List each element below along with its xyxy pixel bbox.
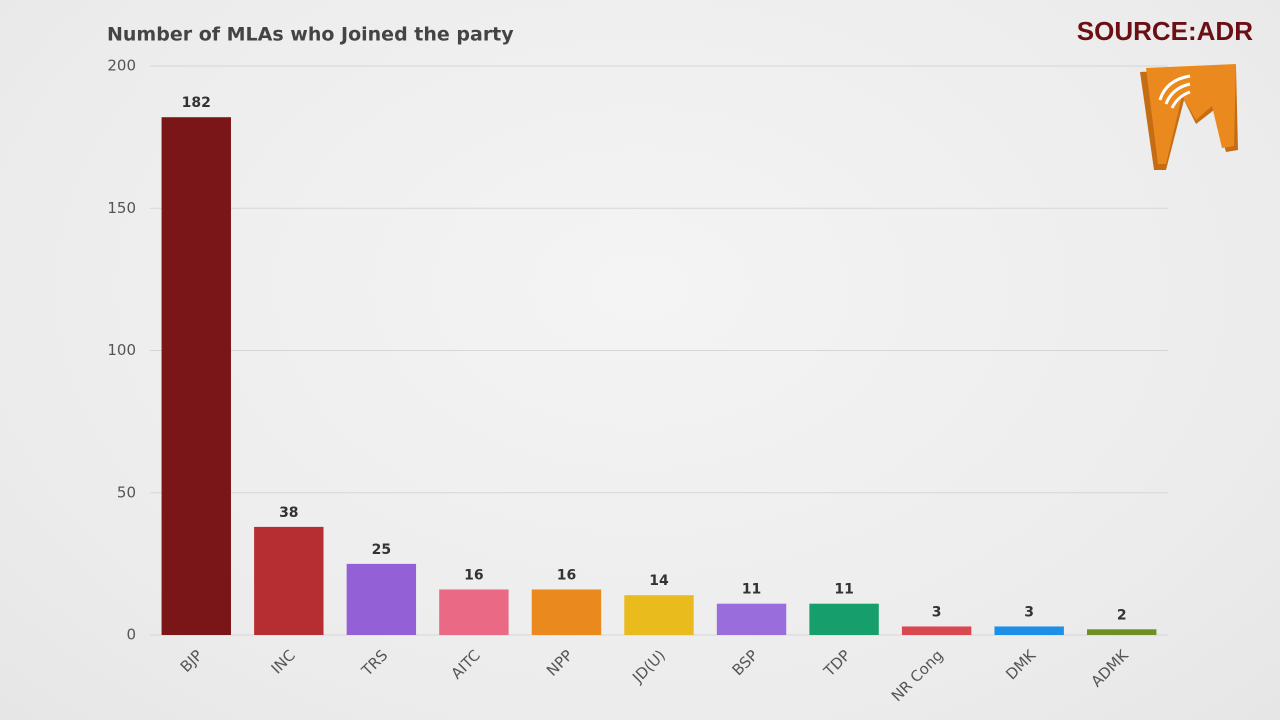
value-label: 11 bbox=[742, 582, 761, 598]
value-label: 38 bbox=[279, 505, 298, 521]
bar bbox=[531, 589, 602, 635]
x-tick-label: TRS bbox=[357, 646, 391, 680]
value-label: 16 bbox=[557, 567, 576, 583]
y-tick-label: 200 bbox=[107, 57, 136, 75]
value-label: 3 bbox=[932, 604, 942, 620]
y-tick-label: 0 bbox=[126, 626, 136, 644]
value-label: 182 bbox=[182, 95, 211, 111]
value-label: 3 bbox=[1024, 604, 1034, 620]
value-label: 11 bbox=[834, 582, 853, 598]
x-tick-label: NR Cong bbox=[888, 646, 947, 705]
bar bbox=[439, 589, 509, 635]
x-tick-label: AITC bbox=[448, 646, 484, 682]
value-label: 2 bbox=[1117, 607, 1127, 623]
bar bbox=[254, 526, 324, 635]
x-tick-label: BJP bbox=[177, 646, 207, 676]
y-tick-label: 100 bbox=[107, 341, 136, 359]
y-tick-label: 150 bbox=[107, 199, 136, 217]
value-label: 14 bbox=[649, 573, 669, 589]
x-tick-label: INC bbox=[268, 646, 299, 677]
x-tick-label: DMK bbox=[1002, 645, 1040, 683]
x-tick-label: NPP bbox=[543, 646, 576, 679]
bar bbox=[161, 117, 231, 635]
y-tick-label: 50 bbox=[117, 483, 136, 501]
x-tick-label: TDP bbox=[820, 646, 854, 680]
bar bbox=[716, 603, 787, 635]
x-tick-label: BSP bbox=[729, 646, 762, 679]
bar bbox=[346, 563, 417, 635]
bar bbox=[809, 603, 879, 635]
logo bbox=[1140, 64, 1238, 170]
bar bbox=[1087, 629, 1157, 635]
x-tick-label: JD(U) bbox=[628, 646, 669, 687]
source-label: SOURCE:ADR bbox=[1077, 16, 1253, 46]
bar bbox=[901, 626, 972, 635]
bar bbox=[994, 626, 1064, 635]
value-label: 25 bbox=[372, 542, 391, 558]
chart-title: Number of MLAs who Joined the party bbox=[107, 24, 514, 46]
value-label: 16 bbox=[464, 567, 483, 583]
x-tick-label: ADMK bbox=[1087, 645, 1132, 690]
bar bbox=[624, 595, 694, 635]
